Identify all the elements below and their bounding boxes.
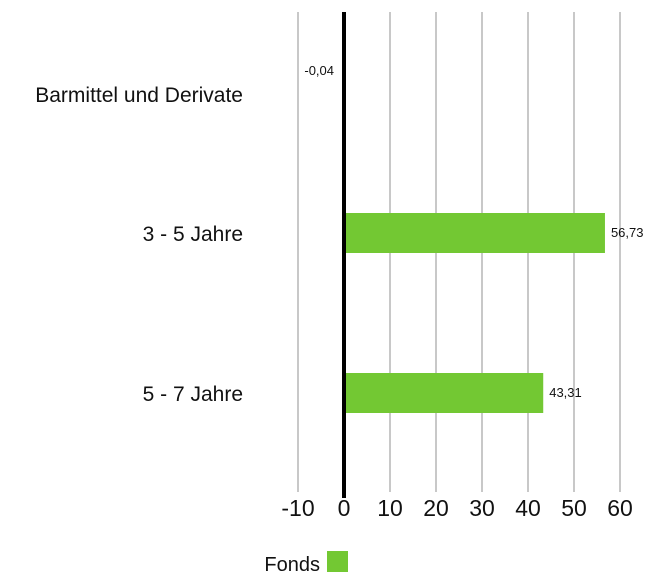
data-labels: -0,04 56,73 43,31 <box>304 63 643 400</box>
legend-swatch <box>327 551 348 572</box>
category-label: 3 - 5 Jahre <box>143 223 243 246</box>
x-tick-label: 0 <box>338 495 351 521</box>
bar-3 <box>344 373 544 413</box>
x-tick-label: 60 <box>607 495 633 521</box>
x-tick-label: -10 <box>281 495 314 521</box>
x-tick-label: 50 <box>561 495 587 521</box>
category-label: Barmittel und Derivate <box>35 84 243 107</box>
category-labels: Barmittel und Derivate 3 - 5 Jahre 5 - 7 J… <box>35 84 243 406</box>
data-label: 43,31 <box>549 385 582 400</box>
bars <box>343 74 605 413</box>
x-tick-label: 30 <box>469 495 495 521</box>
x-tick-label: 40 <box>515 495 541 521</box>
x-tick-label: 10 <box>377 495 403 521</box>
legend: Fonds <box>264 551 348 575</box>
category-label: 5 - 7 Jahre <box>143 383 243 406</box>
x-tick-label: 20 <box>423 495 449 521</box>
data-label: -0,04 <box>304 63 334 78</box>
bar-2 <box>344 213 605 253</box>
x-tick-labels: -10 0 10 20 30 40 50 60 <box>281 495 632 521</box>
legend-label: Fonds <box>264 554 320 575</box>
data-label: 56,73 <box>611 225 644 240</box>
